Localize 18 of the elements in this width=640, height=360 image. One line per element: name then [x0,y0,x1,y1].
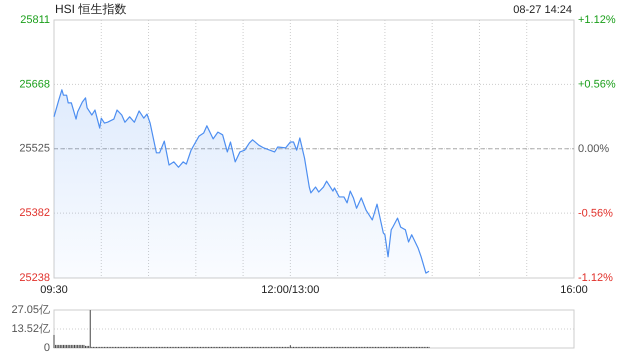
chart-title: HSI 恒生指数 [55,2,126,16]
text: 08-27 14:24 [513,4,572,16]
y2-tick-label: +1.12% [578,14,616,26]
y-tick-label: 13.52亿 [11,322,50,335]
y-tick-label: 0 [44,342,50,354]
y-tick-label: 25668 [19,78,50,90]
x-tick-label: 16:00 [560,284,588,296]
y2-tick-label: -0.56% [578,207,614,220]
x-tick-label: 12:00/13:00 [261,284,320,296]
y-tick-label: 27.05亿 [11,304,50,316]
y-tick-label: 25525 [19,142,50,155]
x-tick-label: 09:30 [40,284,68,296]
y-tick-label: 25811 [20,14,50,26]
y-tick-label: 25382 [19,207,50,220]
y2-tick-label: -1.12% [578,272,614,284]
y2-tick-label: +0.56% [578,78,616,90]
y-tick-label: 25238 [19,272,50,284]
y2-tick-label: 0.00% [578,142,610,155]
